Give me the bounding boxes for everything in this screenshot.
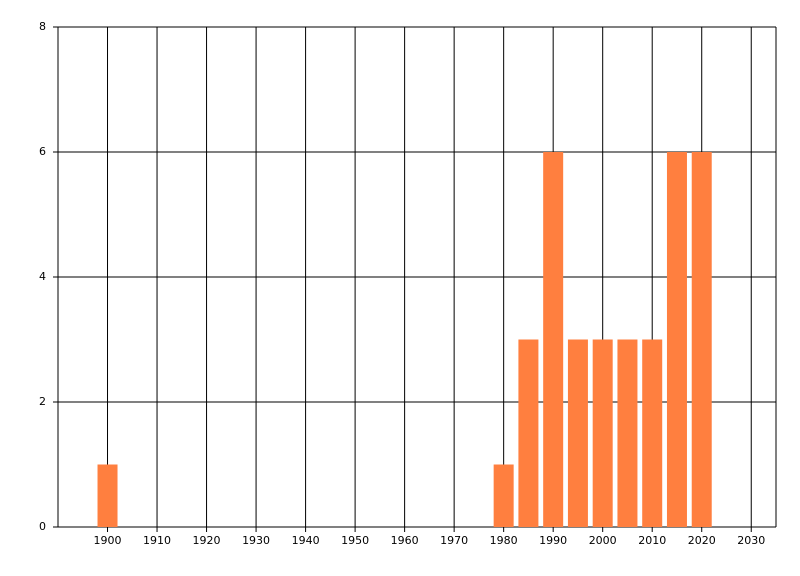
y-tick-label: 0	[39, 520, 46, 533]
x-tick-label: 1980	[490, 534, 518, 547]
y-tick-label: 4	[39, 270, 46, 283]
bar	[543, 152, 564, 527]
bar	[567, 339, 588, 527]
x-tick-label: 1940	[292, 534, 320, 547]
y-tick-label: 6	[39, 145, 46, 158]
x-tick-label: 1900	[94, 534, 122, 547]
bar	[592, 339, 613, 527]
x-tick-label: 1910	[143, 534, 171, 547]
x-tick-label: 1970	[440, 534, 468, 547]
y-tick-label: 2	[39, 395, 46, 408]
x-tick-label: 1960	[391, 534, 419, 547]
bar	[97, 464, 118, 527]
bar	[518, 339, 539, 527]
x-tick-label: 1950	[341, 534, 369, 547]
bar	[617, 339, 638, 527]
x-tick-label: 1920	[193, 534, 221, 547]
x-tick-label: 1990	[539, 534, 567, 547]
bar	[493, 464, 514, 527]
bar	[691, 152, 712, 527]
bar	[666, 152, 687, 527]
x-tick-label: 2030	[737, 534, 765, 547]
x-tick-label: 2020	[688, 534, 716, 547]
x-tick-label: 1930	[242, 534, 270, 547]
x-tick-label: 2000	[589, 534, 617, 547]
bar	[642, 339, 663, 527]
y-tick-label: 8	[39, 20, 46, 33]
x-tick-label: 2010	[638, 534, 666, 547]
